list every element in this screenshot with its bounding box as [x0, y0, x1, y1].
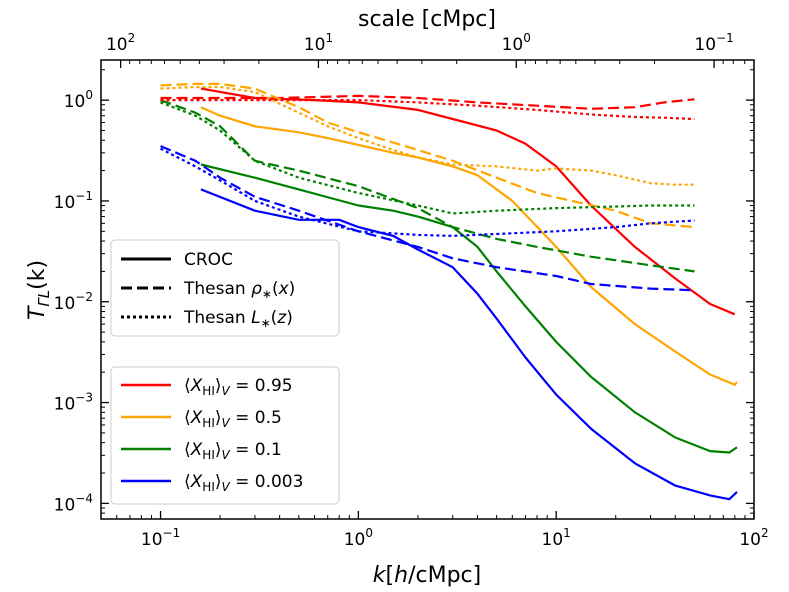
color-legend-label-1: ⟨XHI⟩V = 0.5	[184, 408, 282, 430]
y-tick-label-1: 10−3	[54, 391, 93, 415]
series-line-10	[160, 101, 695, 215]
y-tick-label-4: 100	[64, 88, 93, 112]
top-tick-label-0: 102	[106, 31, 135, 55]
y-tick-label-0: 10−4	[54, 491, 93, 515]
top-tick-label-3: 10−1	[694, 31, 733, 55]
plot-frame	[100, 59, 755, 520]
series-line-8	[160, 99, 695, 121]
y-tick-label-2: 10−2	[54, 290, 93, 314]
series-line-4	[160, 94, 695, 110]
series-line-11	[160, 147, 695, 237]
series-line-1	[200, 106, 738, 386]
top-tick-label-2: 100	[502, 31, 531, 55]
color-legend-entries: ⟨XHI⟩V = 0.95 ⟨XHI⟩V = 0.5 ⟨XHI⟩V = 0.1 ⟨XH…	[121, 376, 303, 494]
style-legend-thesan-rho-label: Thesan ρ∗(x)	[183, 279, 295, 301]
x-axis-title: k[h/cMpc]	[373, 563, 481, 588]
series-line-0	[200, 87, 736, 316]
style-legend-croc-label: CROC	[184, 250, 233, 270]
color-legend: ⟨XHI⟩V = 0.95 ⟨XHI⟩V = 0.5 ⟨XHI⟩V = 0.1 ⟨XH…	[110, 366, 340, 505]
x-tick-label-1: 100	[344, 526, 373, 550]
x-tick-label-2: 101	[542, 526, 571, 550]
style-legend-thesan-l-label: Thesan L∗(z)	[183, 308, 293, 330]
series-line-5	[160, 82, 695, 229]
series-layer	[160, 82, 738, 501]
color-legend-label-2: ⟨XHI⟩V = 0.1	[184, 440, 282, 462]
style-legend-box	[110, 239, 340, 337]
top-axis-title: scale [cMpc]	[358, 7, 496, 32]
y-tick-label-3: 10−1	[54, 189, 93, 213]
color-legend-box	[110, 366, 340, 505]
series-line-2	[200, 163, 738, 454]
series-line-9	[160, 85, 695, 186]
series-line-6	[160, 99, 695, 273]
x-tick-label-3: 102	[739, 526, 768, 550]
y-axis-title: TΓL(k)	[25, 260, 53, 320]
color-legend-label-3: ⟨XHI⟩V = 0.003	[184, 472, 303, 494]
color-legend-label-0: ⟨XHI⟩V = 0.95	[184, 376, 293, 398]
series-line-7	[160, 145, 695, 292]
top-tick-label-1: 101	[304, 31, 333, 55]
series-line-3	[200, 188, 738, 501]
style-legend: CROC Thesan ρ∗(x) Thesan L∗(z)	[110, 239, 340, 337]
x-tick-label-0: 10−1	[141, 526, 180, 550]
